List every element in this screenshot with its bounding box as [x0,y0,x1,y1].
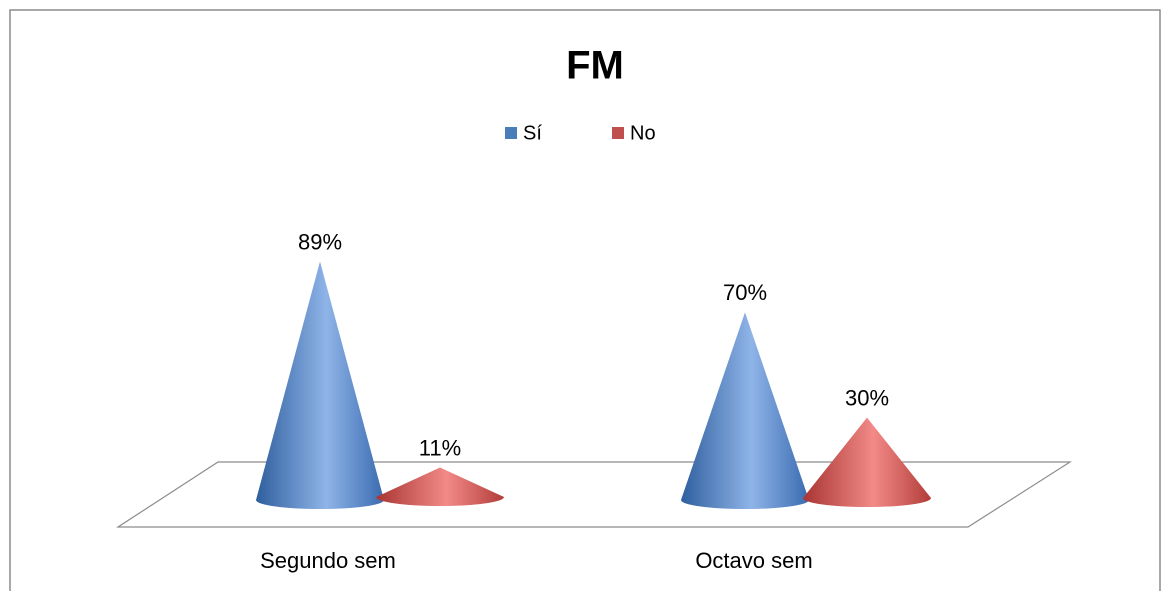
legend-label: No [630,122,656,144]
x-tick-label: Octavo sem [695,548,812,573]
data-label: 70% [723,280,767,305]
legend-label: Sí [523,122,542,144]
legend-swatch [505,127,517,139]
data-label: 89% [298,229,342,254]
x-tick-label: Segundo sem [260,548,396,573]
data-label: 30% [845,385,889,410]
cone [256,261,384,509]
cone [376,467,504,506]
legend-swatch [612,127,624,139]
cone [803,417,931,507]
cone [681,312,809,509]
data-label: 11% [419,435,461,460]
chart-border [9,9,1161,591]
chart-title: FM [566,44,624,88]
